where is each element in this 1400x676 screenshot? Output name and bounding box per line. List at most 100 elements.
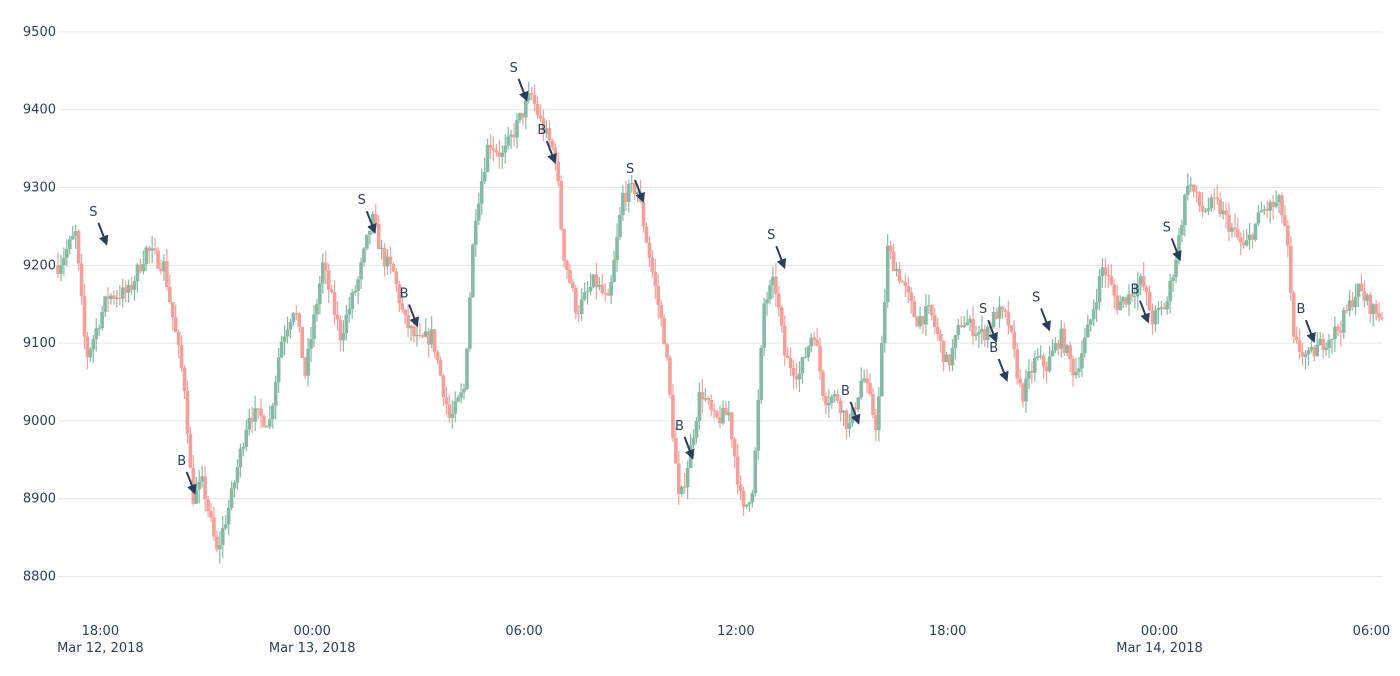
- candle-down: [844, 410, 849, 429]
- candle-up: [238, 448, 243, 467]
- candle-up: [1024, 378, 1028, 402]
- x-tick-label: 18:00: [929, 624, 966, 639]
- candle-down: [176, 332, 181, 345]
- buy-annotation-label: B: [841, 384, 850, 399]
- candle-up: [223, 524, 228, 529]
- candle-down: [438, 360, 443, 376]
- candle-down: [571, 282, 575, 289]
- candle-up: [500, 152, 505, 157]
- candle-up: [1277, 195, 1281, 203]
- candle-down: [909, 292, 914, 302]
- candle-down: [576, 313, 581, 315]
- candle-up: [1091, 309, 1096, 320]
- candle-up: [1230, 227, 1234, 232]
- candle-up: [315, 304, 319, 315]
- candle-down: [715, 411, 719, 417]
- candle-up: [356, 279, 360, 292]
- candle-down: [338, 319, 343, 341]
- candle-up: [276, 357, 281, 383]
- candle-up: [1138, 276, 1143, 285]
- candle-down: [147, 247, 152, 251]
- candle-down: [932, 315, 937, 327]
- candle-up: [115, 297, 119, 299]
- candle-down: [774, 276, 778, 294]
- candle-up: [803, 357, 808, 359]
- candle-up: [97, 328, 101, 330]
- candle-down: [821, 371, 825, 397]
- candle-up: [956, 325, 961, 336]
- candle-down: [912, 301, 916, 318]
- candle-up: [515, 119, 519, 138]
- candle-up: [218, 545, 222, 550]
- candle-up: [1059, 328, 1064, 349]
- x-tick-date-label: Mar 14, 2018: [1116, 641, 1203, 656]
- candle-down: [941, 340, 946, 363]
- y-tick-label: 9000: [23, 414, 56, 429]
- candle-up: [1274, 202, 1278, 207]
- candle-down: [294, 313, 299, 315]
- candle-up: [144, 247, 149, 265]
- candle-up: [756, 399, 761, 451]
- candle-up: [1027, 371, 1031, 379]
- candle-down: [1021, 383, 1025, 402]
- candle-up: [1259, 210, 1264, 213]
- candle-down: [382, 247, 387, 267]
- candle-down: [297, 313, 302, 327]
- candle-down: [1362, 291, 1367, 301]
- candle-down: [303, 357, 307, 376]
- candle-up: [862, 378, 866, 381]
- candle-up: [588, 286, 593, 292]
- candle-down: [112, 295, 116, 299]
- candle-up: [318, 283, 322, 305]
- candle-up: [353, 291, 357, 293]
- candle-up: [1180, 225, 1184, 236]
- candle-down: [300, 326, 305, 358]
- candle-up: [415, 334, 419, 337]
- sell-annotation-label: S: [767, 228, 775, 243]
- candle-down: [674, 437, 678, 464]
- candle-up: [1365, 294, 1370, 301]
- candle-down: [1233, 227, 1237, 229]
- candle-down: [1241, 242, 1246, 246]
- candle-up: [1253, 223, 1258, 240]
- candle-up: [924, 306, 928, 325]
- candle-up: [73, 231, 78, 236]
- candle-down: [1030, 371, 1034, 373]
- candle-up: [244, 429, 249, 447]
- candle-up: [894, 268, 899, 272]
- sell-annotation-label: S: [509, 61, 517, 76]
- candle-up: [459, 392, 463, 398]
- candle-up: [1080, 353, 1084, 369]
- candle-down: [1283, 215, 1287, 226]
- candle-up: [1159, 307, 1164, 309]
- candle-up: [220, 528, 225, 546]
- candle-down: [650, 257, 655, 272]
- annotation-arrow: [997, 358, 1009, 382]
- annotation-arrow: [185, 471, 197, 495]
- candle-down: [491, 148, 496, 151]
- candle-down: [594, 274, 599, 288]
- candle-down: [1191, 184, 1196, 192]
- candle-up: [827, 402, 831, 406]
- candle-up: [618, 214, 622, 238]
- candle-up: [67, 239, 72, 250]
- candle-down: [741, 490, 746, 507]
- candle-down: [868, 382, 872, 394]
- candle-up: [141, 264, 146, 272]
- candle-up: [1085, 324, 1090, 338]
- candle-up: [471, 244, 475, 298]
- candle-up: [94, 328, 99, 340]
- candle-up: [291, 313, 296, 323]
- candle-down: [394, 271, 399, 285]
- candle-up: [965, 322, 969, 326]
- candle-down: [1006, 311, 1011, 326]
- candle-up: [750, 493, 755, 503]
- buy-annotation-label: B: [1296, 302, 1305, 317]
- candle-down: [1056, 343, 1061, 349]
- candle-down: [1265, 208, 1270, 211]
- candle-down: [915, 317, 919, 327]
- candle-up: [765, 299, 769, 304]
- candle-up: [1135, 284, 1140, 297]
- candle-down: [1212, 197, 1217, 199]
- candle-down: [123, 287, 128, 293]
